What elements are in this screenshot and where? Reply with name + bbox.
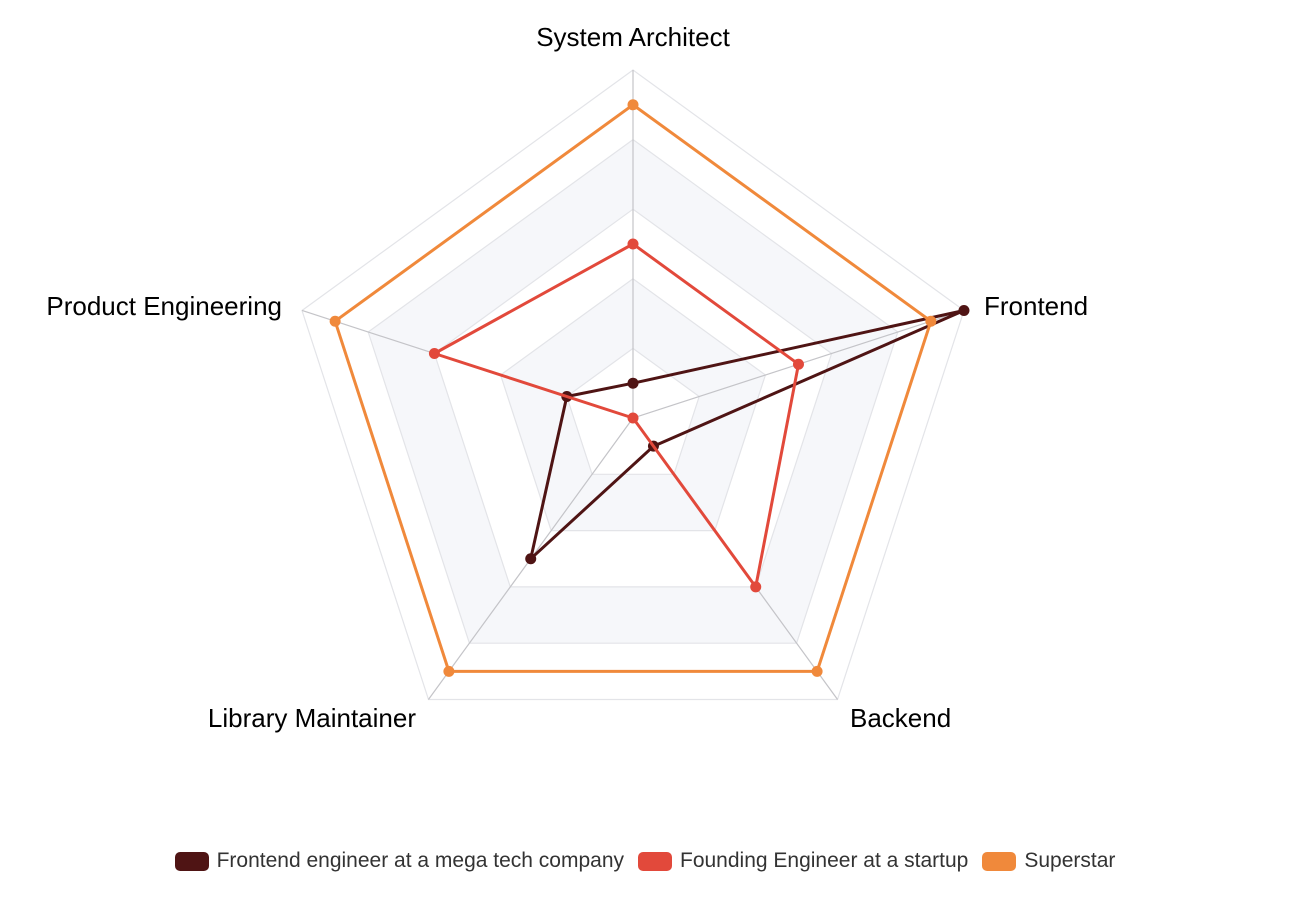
radar-series — [329, 99, 970, 677]
axis-label-3: Library Maintainer — [208, 703, 416, 733]
axis-label-1: Frontend — [984, 291, 1088, 321]
legend-item-2[interactable]: Superstar — [982, 849, 1115, 873]
legend-label: Frontend engineer at a mega tech company — [216, 849, 624, 872]
data-point-3[interactable] — [443, 665, 455, 677]
axis-label-4: Product Engineering — [46, 291, 282, 321]
split-line-4 — [367, 138, 899, 644]
data-point-1[interactable] — [925, 315, 937, 327]
series-2 — [329, 99, 937, 677]
split-area-band-2 — [500, 278, 766, 531]
legend-item-0[interactable]: Frontend engineer at a mega tech company — [174, 849, 624, 873]
data-point-3[interactable] — [627, 412, 639, 424]
legend-swatch — [982, 851, 1017, 871]
axis-label-2: Backend — [850, 703, 951, 733]
data-point-2[interactable] — [750, 581, 762, 593]
radar-split-areas — [302, 70, 964, 700]
series-line — [432, 242, 800, 589]
data-point-0[interactable] — [627, 377, 639, 389]
legend-swatch — [638, 851, 672, 871]
legend-label: Superstar — [1024, 849, 1116, 872]
data-point-2[interactable] — [811, 665, 823, 677]
radar-split-lines — [301, 69, 965, 701]
split-line-3 — [433, 208, 833, 588]
legend-label: Founding Engineer at a startup — [680, 849, 969, 872]
split-area-band-4 — [368, 139, 898, 644]
legend: Frontend engineer at a mega tech company… — [0, 849, 1290, 873]
split-area-band-5 — [302, 70, 964, 700]
split-line-5 — [301, 69, 965, 701]
series-line — [333, 103, 933, 673]
data-point-1[interactable] — [792, 358, 804, 370]
data-point-4[interactable] — [428, 347, 440, 359]
radar-axis-labels: System Architect Frontend Backend Library M… — [46, 22, 1088, 733]
legend-swatch — [174, 851, 209, 871]
legend-item-1[interactable]: Founding Engineer at a startup — [638, 849, 968, 873]
split-area-band-3 — [434, 209, 832, 587]
data-point-0[interactable] — [627, 99, 639, 111]
axis-label-0: System Architect — [536, 22, 730, 52]
data-point-4[interactable] — [329, 315, 341, 327]
series-1 — [428, 238, 804, 593]
data-point-3[interactable] — [525, 553, 537, 565]
series-line — [529, 309, 966, 561]
split-line-1 — [566, 347, 700, 475]
data-point-1[interactable] — [958, 304, 970, 316]
data-point-0[interactable] — [627, 238, 639, 250]
